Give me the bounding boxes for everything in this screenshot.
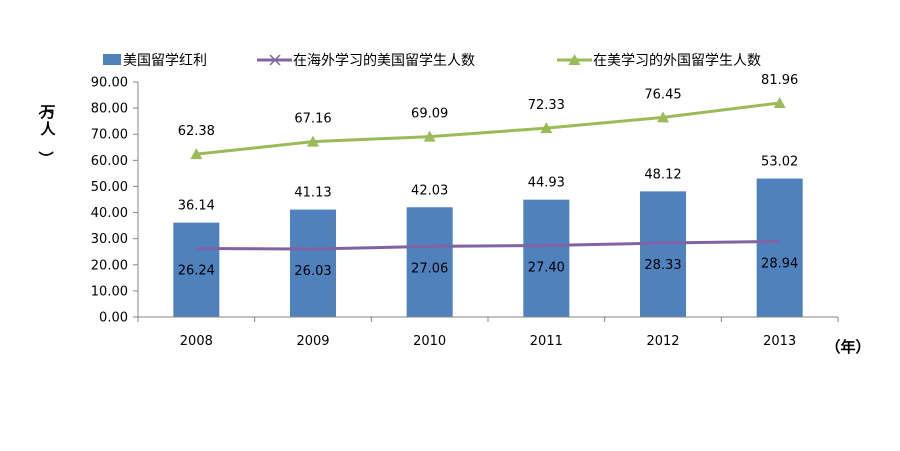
line-value-label: 69.09 [411, 107, 448, 122]
y-tick-label: 50.00 [91, 180, 128, 195]
y-tick-label: 90.00 [91, 76, 128, 91]
bar-value-label: 36.14 [178, 199, 215, 214]
line-value-label: 81.96 [761, 73, 798, 88]
y-tick-label: 80.00 [91, 102, 128, 117]
x-tick-label: 2010 [413, 334, 446, 349]
triangle-point [423, 130, 436, 142]
y-axis-ticks: 0.00 10.00 20.00 30.00 40.00 50.00 60.00 70.00 8… [91, 76, 128, 326]
line-value-label: 62.38 [178, 124, 215, 139]
legend-bar-swatch [103, 54, 121, 65]
line-value-label: 67.16 [294, 112, 331, 127]
legend-item: 在美学习的外国留学生人数 [593, 53, 761, 69]
y-tick-label: 40.00 [91, 206, 128, 221]
y-tick-label: 10.00 [91, 284, 128, 299]
line-value-label: 26.24 [178, 263, 215, 278]
y-tick-label: 70.00 [91, 128, 128, 143]
bar-value-label: 44.93 [528, 176, 565, 191]
axes [133, 81, 839, 322]
line-value-label: 28.33 [644, 258, 681, 273]
y-tick-label: 20.00 [91, 258, 128, 273]
bar-value-label: 42.03 [411, 183, 448, 198]
triangle-point [307, 135, 319, 147]
legend-item: 在海外学习的美国留学生人数 [293, 53, 475, 69]
line-value-label: 27.06 [411, 261, 448, 276]
bar [640, 191, 686, 317]
series-line [196, 239, 780, 251]
bar [756, 178, 803, 317]
bar [290, 209, 336, 317]
line-value-label: 72.33 [528, 98, 565, 113]
y-tick-label: 0.00 [99, 311, 128, 326]
line-value-label: 76.45 [644, 87, 681, 102]
y-tick-label: 60.00 [91, 154, 128, 169]
bar-value-label: 48.12 [644, 167, 681, 182]
x-marker-icon [269, 54, 281, 66]
bar [173, 222, 220, 317]
x-axis-label: （年） [825, 338, 870, 356]
x-tick-label: 2012 [646, 334, 679, 349]
bar [523, 199, 570, 317]
x-tick-label: 2008 [180, 334, 213, 349]
bar-series [173, 178, 803, 317]
line-value-label: 27.40 [528, 260, 565, 275]
line-series [190, 96, 786, 251]
x-tick-label: 2011 [530, 334, 563, 349]
x-axis-ticks: 2008 2009 2010 2011 2012 2013 [180, 334, 796, 349]
line-value-label: 28.94 [761, 256, 798, 271]
bar [406, 207, 453, 317]
line-value-label: 26.03 [294, 264, 331, 279]
y-axis-label: （万人） [36, 100, 56, 166]
triangle-marker-icon [568, 54, 581, 65]
bar-value-label: 53.02 [761, 155, 798, 170]
series-line [196, 101, 780, 156]
triangle-point [657, 111, 669, 123]
bar-value-label: 41.13 [294, 186, 331, 201]
triangle-point [190, 148, 203, 160]
legend-item: 美国留学红利 [123, 53, 207, 69]
y-tick-label: 30.00 [91, 232, 128, 247]
x-tick-label: 2013 [763, 334, 796, 349]
triangle-point [540, 122, 553, 134]
legend: 美国留学红利 在海外学习的美国留学生人数 在美学习的外国留学生人数 [103, 53, 761, 69]
data-labels: 36.14 41.13 42.03 44.93 48.12 53.02 26.24 26.03… [178, 73, 799, 279]
x-tick-label: 2009 [296, 334, 329, 349]
triangle-point [773, 96, 786, 108]
